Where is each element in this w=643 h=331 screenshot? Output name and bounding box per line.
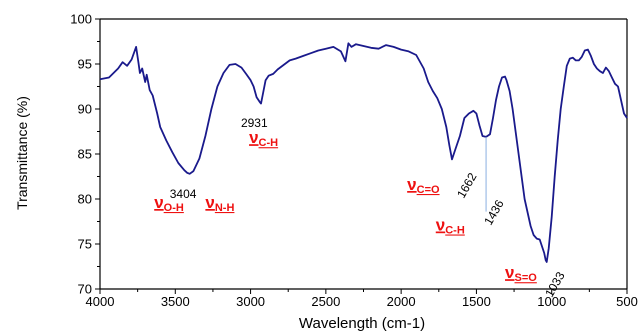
x-tick-label: 1000: [537, 294, 566, 309]
y-ticks: 70 75 80 85 90 95 100: [70, 12, 100, 297]
nu-symbol: ν: [505, 263, 514, 282]
bond-subscript: O-H: [164, 202, 184, 214]
x-tick-label: 1500: [462, 294, 491, 309]
bond-subscript: C-H: [445, 225, 465, 237]
x-tick-label: 2000: [387, 294, 416, 309]
bond-subscript: S=O: [515, 272, 538, 284]
y-tick-label: 95: [78, 57, 92, 72]
y-axis-label: Transmittance (%): [14, 96, 30, 210]
y-tick-label: 75: [78, 237, 92, 252]
x-tick-label: 2500: [311, 294, 340, 309]
y-tick-label: 90: [78, 102, 92, 117]
peak-label-1436: 1436: [481, 197, 507, 227]
peak-label-1662: 1662: [454, 170, 480, 200]
band-labels: νO-H νN-HνC-HνC=OνC-HνS=O: [154, 128, 537, 284]
x-tick-label: 3500: [161, 294, 190, 309]
nu-symbol: ν: [154, 193, 163, 212]
nu-symbol: ν: [205, 193, 214, 212]
y-tick-label: 85: [78, 147, 92, 162]
band-label-nu-c-h: νC-H: [436, 216, 465, 237]
y-tick-label: 100: [70, 12, 92, 27]
nu-symbol: ν: [436, 216, 445, 235]
peak-label-3404: 3404: [170, 187, 197, 201]
y-tick-label: 80: [78, 192, 92, 207]
bond-subscript: N-H: [215, 202, 235, 214]
spectrum-line: [99, 42, 628, 263]
nu-symbol: ν: [407, 175, 416, 194]
x-tick-label: 3000: [236, 294, 265, 309]
peak-label-2931: 2931: [241, 116, 268, 130]
x-tick-label: 4000: [86, 294, 115, 309]
band-label-nu-n-h: νN-H: [205, 193, 234, 214]
bond-subscript: C=O: [417, 184, 440, 196]
band-label-nu-o-h: νO-H: [154, 193, 184, 214]
x-tick-label: 500: [616, 294, 638, 309]
bond-subscript: C-H: [259, 137, 279, 149]
y-tick-label: 70: [78, 282, 92, 297]
x-ticks: 4000 3500 3000 2500 2000 1500 1000 500: [86, 289, 638, 309]
band-label-nu-ceqo: νC=O: [407, 175, 440, 196]
band-label-nu-seqo: νS=O: [505, 263, 537, 284]
x-axis-label: Wavelength (cm-1): [299, 315, 425, 331]
band-label-nu-c-h: νC-H: [249, 128, 278, 149]
nu-symbol: ν: [249, 128, 258, 147]
